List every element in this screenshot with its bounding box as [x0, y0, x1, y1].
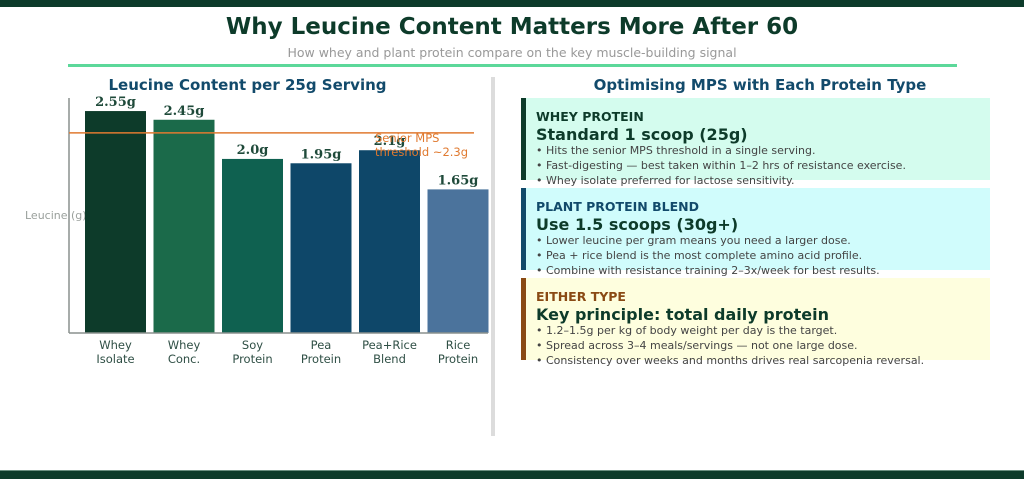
chart-title: Leucine Content per 25g Serving [108, 76, 387, 94]
card-eyebrow: WHEY PROTEIN [536, 109, 644, 124]
card-eyebrow: PLANT PROTEIN BLEND [536, 199, 699, 214]
x-tick-label: Blend [373, 352, 406, 366]
x-tick-label: Protein [301, 352, 341, 366]
bullet-item: 1.2–1.5g per kg of body weight per day i… [536, 323, 924, 338]
x-tick-label: Conc. [168, 352, 200, 366]
bullet-item: Lower leucine per gram means you need a … [536, 233, 880, 248]
bullet-item: Pea + rice blend is the most complete am… [536, 248, 880, 263]
title-underline [68, 64, 957, 67]
bullet-item: Fast-digesting — best taken within 1–2 h… [536, 158, 906, 173]
x-tick-label: Protein [232, 352, 272, 366]
x-tick-label: Protein [438, 352, 478, 366]
bar-rice-protein [427, 189, 489, 333]
y-axis-label: Leucine (g) [25, 209, 87, 222]
bar-whey-isolate [85, 111, 146, 333]
x-tick-label: Pea+Rice [362, 338, 417, 352]
card-bullets: Lower leucine per gram means you need a … [536, 233, 880, 278]
card-bullets: 1.2–1.5g per kg of body weight per day i… [536, 323, 924, 368]
data-label: 1.65g [438, 173, 479, 188]
bottom-bar [0, 470, 1024, 479]
bar-whey-conc- [153, 119, 215, 333]
card-headline: Standard 1 scoop (25g) [536, 125, 748, 144]
bullet-item: Consistency over weeks and months drives… [536, 353, 924, 368]
page-title: Why Leucine Content Matters More After 6… [225, 14, 799, 40]
card-eyebrow: EITHER TYPE [536, 289, 626, 304]
card-headline: Key principle: total daily protein [536, 305, 829, 324]
data-label: 2.55g [95, 95, 136, 110]
x-tick-label: Pea [311, 338, 332, 352]
right-panel-title: Optimising MPS with Each Protein Type [593, 76, 927, 94]
top-bar [0, 0, 1024, 7]
bullet-item: Combine with resistance training 2–3x/we… [536, 263, 880, 278]
card-stripe [521, 98, 526, 180]
data-label: 1.95g [301, 147, 342, 162]
data-label: 2.1g [374, 134, 406, 149]
threshold-label: threshold ~2.3g [375, 145, 468, 159]
bar-pea-protein [290, 163, 352, 333]
card-either-type: EITHER TYPE Key principle: total daily p… [521, 278, 990, 367]
threshold-label: Senior MPS [375, 131, 439, 145]
data-label: 2.45g [164, 104, 205, 119]
card-stripe [521, 278, 526, 360]
bullet-item: Whey isolate preferred for lactose sensi… [536, 173, 906, 188]
data-label: 2.0g [237, 143, 269, 158]
bullet-item: Hits the senior MPS threshold in a singl… [536, 143, 906, 158]
card-bullets: Hits the senior MPS threshold in a singl… [536, 143, 906, 188]
x-tick-label: Rice [446, 338, 471, 352]
bar-pea-rice-blend [359, 150, 420, 333]
card-whey-protein: WHEY PROTEIN Standard 1 scoop (25g) Hits… [521, 98, 990, 187]
bar-soy-protein [222, 158, 283, 333]
x-tick-label: Isolate [96, 352, 134, 366]
card-stripe [521, 188, 526, 270]
x-tick-label: Soy [242, 338, 263, 352]
leucine-bar-chart: Leucine (g)2.55gWheyIsolate2.45gWheyConc… [25, 95, 489, 366]
card-plant-protein-blend: PLANT PROTEIN BLEND Use 1.5 scoops (30g+… [521, 188, 990, 277]
x-tick-label: Whey [99, 338, 132, 352]
panel-divider [491, 77, 495, 436]
card-headline: Use 1.5 scoops (30g+) [536, 215, 739, 234]
page-subtitle: How whey and plant protein compare on th… [287, 45, 737, 60]
bullet-item: Spread across 3–4 meals/servings — not o… [536, 338, 924, 353]
x-tick-label: Whey [168, 338, 201, 352]
